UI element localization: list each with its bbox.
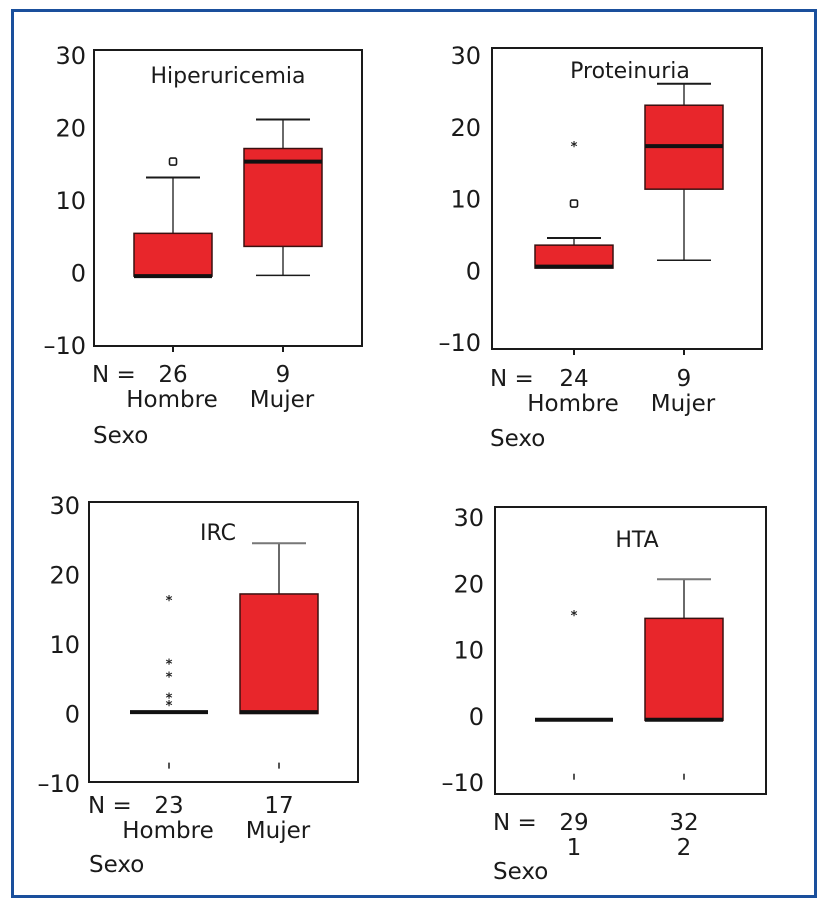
- n-prefix-label: N =: [88, 793, 132, 819]
- box-hombre: *: [534, 140, 614, 269]
- y-tick-label: 20: [55, 115, 86, 143]
- outlier-asterisk: *: [166, 671, 173, 686]
- category-label: 1: [567, 835, 582, 861]
- iqr-box: [239, 593, 319, 715]
- chart-title: IRC: [200, 521, 236, 546]
- y-tick-label: –10: [43, 332, 86, 360]
- outlier-asterisk: *: [166, 657, 173, 672]
- y-tick-label: –10: [441, 769, 484, 797]
- y-tick-label: 30: [49, 492, 80, 520]
- box-1: *: [535, 609, 613, 780]
- x-axis-label: Sexo: [89, 852, 144, 878]
- category-label: Mujer: [246, 818, 311, 844]
- y-tick-label: 30: [55, 42, 86, 70]
- outlier-asterisk: *: [571, 140, 578, 155]
- chart-title: Proteinuria: [570, 59, 690, 84]
- figure-frame: [11, 9, 817, 898]
- y-tick-label: 20: [49, 562, 80, 590]
- box-mujer: [644, 82, 724, 261]
- x-axis-label: Sexo: [493, 859, 548, 885]
- y-tick-label: 0: [466, 257, 481, 285]
- outlier-circle: [168, 157, 178, 166]
- y-tick-label: 10: [55, 187, 86, 215]
- y-tick-label: 0: [65, 701, 80, 729]
- plot-area: [93, 49, 363, 347]
- y-tick-label: 10: [453, 637, 484, 665]
- outlier-asterisk: *: [166, 594, 173, 609]
- x-axis-label: Sexo: [490, 426, 545, 452]
- box-hombre: [133, 157, 213, 279]
- category-label: Mujer: [250, 387, 315, 413]
- y-tick-label: –10: [37, 770, 80, 798]
- category-label: 2: [677, 835, 692, 861]
- outlier-asterisk: *: [166, 692, 173, 707]
- chart-title: HTA: [615, 528, 658, 553]
- box-mujer: [243, 118, 323, 277]
- category-label: Mujer: [651, 391, 716, 417]
- plot-area: [494, 506, 767, 795]
- iqr-box: [133, 232, 213, 277]
- n-count-label: 29: [559, 810, 588, 836]
- n-count-label: 9: [276, 362, 291, 388]
- n-count-label: 32: [669, 810, 698, 836]
- plot-area: [491, 47, 763, 350]
- y-tick-label: 10: [49, 631, 80, 659]
- outlier-asterisk: *: [166, 699, 173, 714]
- y-tick-label: –10: [438, 329, 481, 357]
- n-prefix-label: N =: [92, 362, 136, 388]
- y-tick-label: 10: [450, 186, 481, 214]
- n-count-label: 17: [264, 793, 293, 819]
- n-count-label: 9: [677, 366, 692, 392]
- y-tick-label: 0: [71, 260, 86, 288]
- y-tick-label: 30: [453, 504, 484, 532]
- y-tick-label: 0: [469, 703, 484, 731]
- box-mujer: [239, 542, 319, 769]
- y-tick-label: 20: [453, 570, 484, 598]
- iqr-box: [243, 147, 323, 248]
- plot-area: [88, 501, 359, 783]
- panel-proteinuria: 30 20 10 0 –10 Proteinuria * N = 24 9 Hombre Mujer S…: [438, 42, 763, 452]
- n-count-label: 26: [158, 362, 187, 388]
- n-prefix-label: N =: [493, 810, 537, 836]
- y-tick-label: 20: [450, 114, 481, 142]
- n-count-label: 24: [559, 366, 588, 392]
- n-prefix-label: N =: [490, 366, 534, 392]
- iqr-box: [644, 617, 724, 722]
- box-2: [644, 578, 724, 780]
- panel-hta: 30 20 10 0 –10 HTA * N = 29 32 1 2 Sexo: [441, 504, 767, 885]
- y-tick-label: 30: [450, 42, 481, 70]
- iqr-box: [534, 244, 614, 269]
- box-hombre: *****: [130, 594, 208, 769]
- category-label: Hombre: [122, 818, 213, 844]
- chart-title: Hiperuricemia: [151, 64, 306, 89]
- n-count-label: 23: [154, 793, 183, 819]
- category-label: Hombre: [527, 391, 618, 417]
- category-label: Hombre: [126, 387, 217, 413]
- x-axis-label: Sexo: [93, 423, 148, 449]
- outlier-asterisk: *: [571, 609, 578, 624]
- outlier-circle: [569, 199, 579, 208]
- panel-hiperuricemia: 30 20 10 0 –10 Hiperuricemia N = 26 9 Hombre Mujer…: [43, 42, 363, 449]
